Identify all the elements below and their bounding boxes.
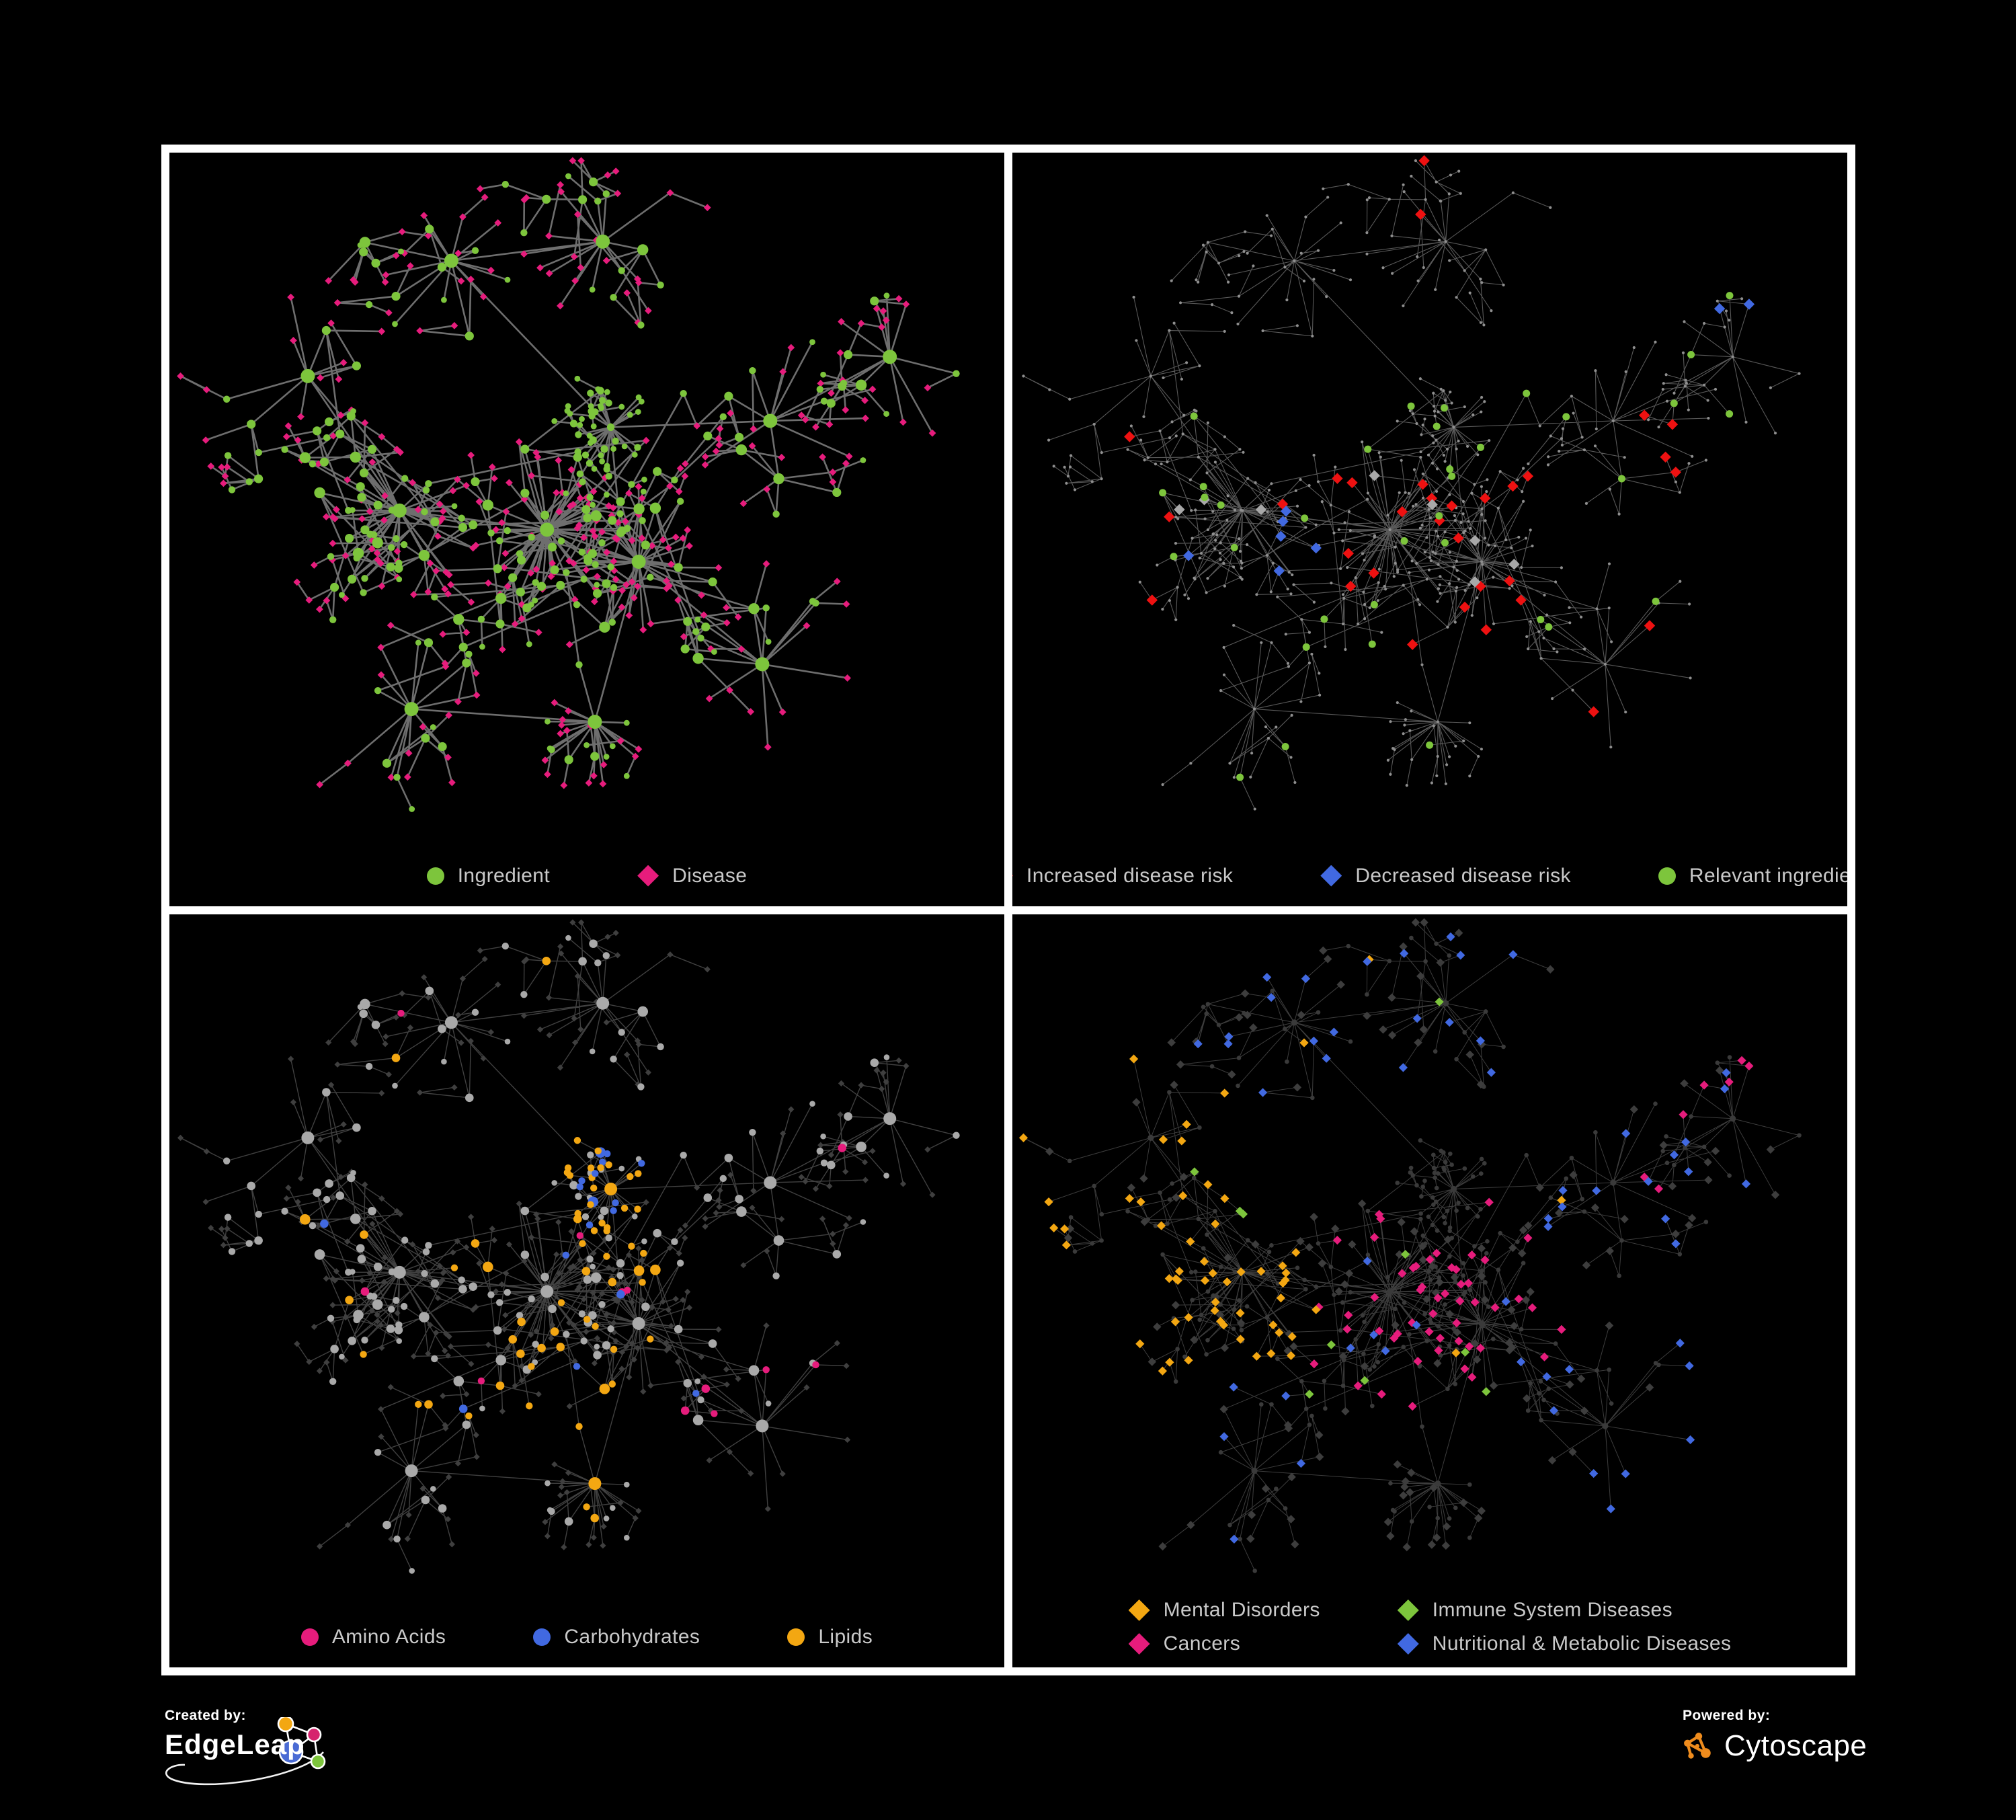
powered-by-block: Powered by: Cytoscape [1683, 1708, 1867, 1763]
network-graph-ingredient-disease [177, 157, 960, 812]
edgeleap-blue-node [278, 1739, 304, 1765]
diamond-swatch-icon [1012, 865, 1013, 887]
edgeleap-pink-node [306, 1727, 322, 1743]
legend-item: Cancers [1128, 1632, 1241, 1655]
edgeleap-green-node [310, 1753, 326, 1770]
legend-label: Nutritional & Metabolic Diseases [1432, 1632, 1732, 1655]
legend-item: Decreased disease risk [1320, 865, 1571, 887]
legend-label: Relevant ingredient [1689, 864, 1847, 887]
legend-item: Immune System Diseases [1397, 1599, 1672, 1622]
legend-label: Carbohydrates [564, 1626, 700, 1648]
legend-item: Amino Acids [300, 1626, 446, 1649]
legend-label: Amino Acids [331, 1626, 446, 1648]
edgeleap-orange-node [277, 1717, 294, 1733]
legend-item: Increased disease risk [1012, 865, 1233, 887]
legend-item: Relevant ingredient [1658, 865, 1847, 887]
created-by-block: Created by: EdgeLeap [165, 1708, 360, 1788]
legend-label: Mental Disorders [1163, 1599, 1320, 1621]
powered-by-label: Powered by: [1683, 1708, 1771, 1723]
legend-disease-classes: Mental Disorders Immune System Diseases Ca… [1012, 1599, 1847, 1655]
legend-ingredient-disease: Ingredient Disease [169, 865, 1004, 887]
panel-disease-risk: Increased disease risk Decreased disease … [1012, 153, 1847, 906]
legend-label: Decreased disease risk [1355, 864, 1571, 887]
circle-swatch-icon [1658, 867, 1676, 885]
circle-swatch-icon [426, 867, 444, 885]
panels-frame: Ingredient Disease Increased disease risk… [161, 145, 1855, 1675]
diamond-swatch-icon [1128, 1633, 1150, 1655]
network-graph-disease-classes [1018, 918, 1802, 1573]
edgeleap-logo-text: EdgeLeap [165, 1729, 305, 1760]
legend-item: Disease [637, 865, 747, 887]
circle-swatch-icon [533, 1628, 551, 1646]
diamond-swatch-icon [637, 865, 659, 887]
legend-ingredient-classes: Amino Acids Carbohydrates Lipids [169, 1626, 1004, 1649]
legend-label: Ingredient [457, 864, 551, 887]
circle-swatch-icon [300, 1628, 319, 1646]
diamond-swatch-icon [1397, 1633, 1419, 1655]
legend-label: Cancers [1163, 1632, 1241, 1655]
legend-item: Ingredient [426, 864, 551, 887]
legend-label: Immune System Diseases [1432, 1599, 1672, 1621]
diamond-swatch-icon [1397, 1599, 1419, 1621]
legend-item: Lipids [787, 1626, 873, 1649]
legend-item: Nutritional & Metabolic Diseases [1397, 1632, 1732, 1655]
legend-item: Carbohydrates [533, 1626, 700, 1649]
legend-label: Disease [672, 864, 748, 887]
diamond-swatch-icon [1320, 865, 1342, 887]
cytoscape-logo-icon [1684, 1733, 1711, 1759]
created-by-label: Created by: [165, 1708, 247, 1723]
panel-ingredient-disease: Ingredient Disease [169, 153, 1004, 906]
edgeleap-logo-icon [165, 1717, 326, 1786]
diamond-swatch-icon [1128, 1599, 1150, 1621]
circle-swatch-icon [787, 1628, 805, 1646]
network-graph-disease-risk [1022, 155, 1801, 811]
legend-label: Lipids [818, 1626, 873, 1648]
network-graph-ingredient-classes [177, 918, 960, 1574]
legend-item: Mental Disorders [1128, 1599, 1320, 1622]
legend-disease-risk: Increased disease risk Decreased disease … [1012, 865, 1847, 887]
panel-ingredient-classes: Amino Acids Carbohydrates Lipids [169, 914, 1004, 1667]
panel-disease-classes: Mental Disorders Immune System Diseases Ca… [1012, 914, 1847, 1667]
cytoscape-logo-text: Cytoscape [1724, 1729, 1867, 1762]
legend-label: Increased disease risk [1026, 864, 1234, 887]
